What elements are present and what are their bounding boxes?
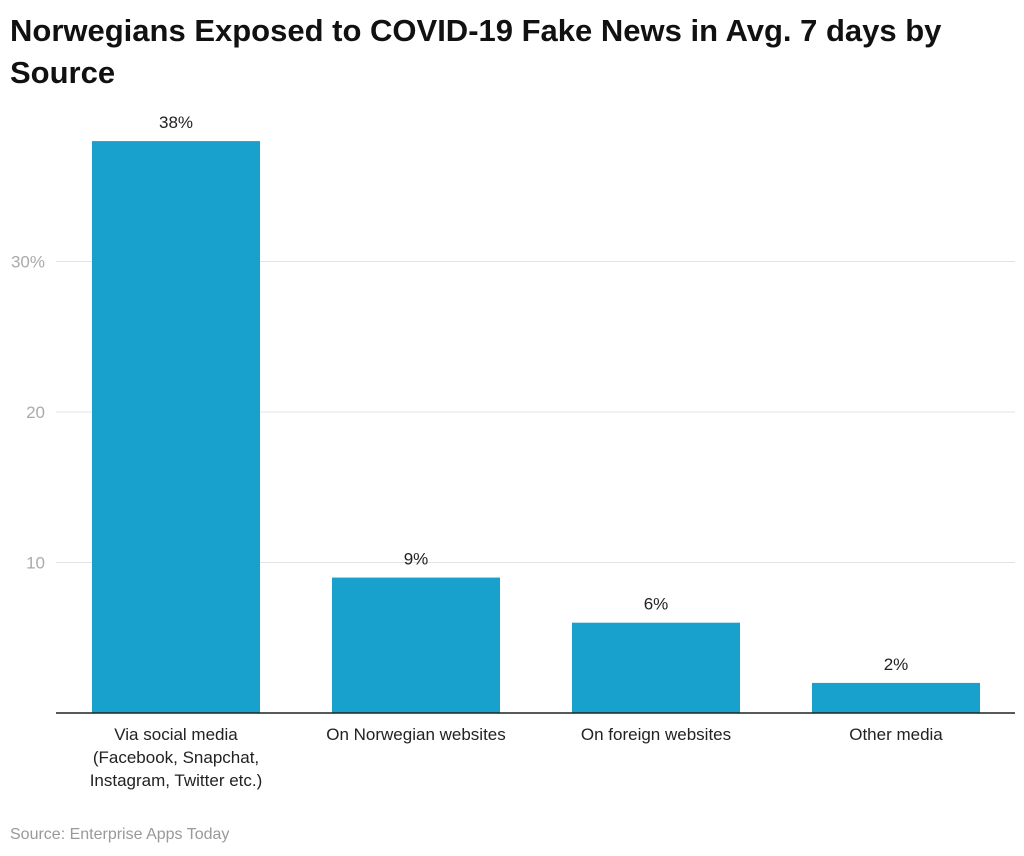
x-tick-label: Other media bbox=[849, 725, 943, 744]
data-label: 9% bbox=[404, 550, 429, 569]
x-tick-label: (Facebook, Snapchat, bbox=[93, 748, 259, 767]
x-tick-label: Via social media bbox=[114, 725, 238, 744]
bar bbox=[92, 141, 260, 714]
chart-title: Norwegians Exposed to COVID-19 Fake News… bbox=[10, 13, 942, 90]
data-label: 38% bbox=[159, 113, 193, 132]
y-tick-label: 20 bbox=[26, 403, 45, 422]
bar bbox=[812, 682, 980, 713]
data-label: 6% bbox=[644, 595, 669, 614]
x-tick-label: Instagram, Twitter etc.) bbox=[90, 771, 263, 790]
bar bbox=[572, 622, 740, 713]
x-tick-label: On foreign websites bbox=[581, 725, 731, 744]
y-tick-label: 30% bbox=[11, 253, 45, 272]
data-label: 2% bbox=[884, 655, 909, 674]
x-tick-label: On Norwegian websites bbox=[326, 725, 506, 744]
y-tick-label: 10 bbox=[26, 554, 45, 573]
source-note: Source: Enterprise Apps Today bbox=[10, 826, 230, 843]
bar bbox=[332, 577, 500, 713]
